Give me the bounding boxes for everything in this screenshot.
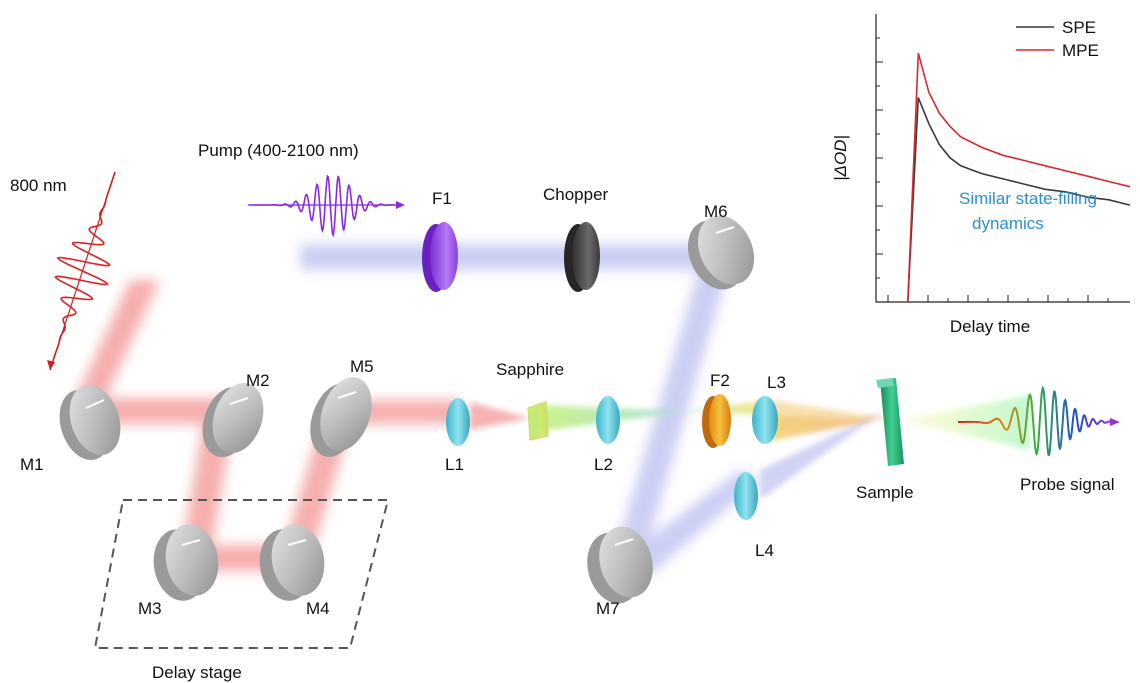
label-M4: M4	[306, 599, 330, 618]
label-L2: L2	[594, 455, 613, 474]
probe-pulse-arrowhead	[1110, 418, 1120, 426]
sample-cell	[880, 378, 904, 466]
lens-L1	[446, 398, 470, 446]
chart-annotation-line-2: dynamics	[972, 214, 1044, 233]
legend-label-mpe: MPE	[1062, 41, 1099, 60]
chart-xlabel: Delay time	[950, 317, 1030, 336]
label-M3: M3	[138, 599, 162, 618]
mirror-M2	[202, 382, 264, 458]
red-pulse-arrowhead	[47, 360, 55, 370]
label-sapphire: Sapphire	[496, 360, 564, 379]
label-delay-stage: Delay stage	[152, 663, 242, 682]
label-800nm: 800 nm	[10, 176, 67, 195]
label-F1: F1	[432, 189, 452, 208]
chart-ylabel: |ΔOD|	[831, 135, 850, 181]
label-chopper: Chopper	[543, 185, 609, 204]
label-M2: M2	[246, 371, 270, 390]
label-L3: L3	[767, 373, 786, 392]
probe-pulse-icon	[958, 385, 1116, 457]
red-beam-input	[70, 280, 160, 410]
chart-series-spe	[907, 97, 1131, 303]
label-L1: L1	[445, 455, 464, 474]
chart-series-mpe	[907, 52, 1131, 303]
lens-L2	[596, 396, 620, 444]
label-M1: M1	[20, 455, 44, 474]
pump-beam-m7-l4	[620, 470, 760, 575]
mirror-M7	[587, 526, 653, 604]
legend-label-spe: SPE	[1062, 18, 1096, 37]
chart-x-ticks	[887, 295, 1109, 302]
chopper	[564, 222, 600, 292]
pump-beam-horizontal	[300, 244, 740, 270]
label-L4: L4	[755, 541, 774, 560]
pump-pulse-icon	[250, 174, 400, 238]
label-sample: Sample	[856, 483, 914, 502]
label-F2: F2	[710, 371, 730, 390]
delay-stage-box	[93, 499, 390, 649]
label-probe-signal: Probe signal	[1020, 475, 1115, 494]
chart-series	[907, 52, 1131, 303]
chart-annotation-line-1: Similar state-filling	[959, 189, 1097, 208]
label-M6: M6	[704, 202, 728, 221]
inset-chart: Delay time |ΔOD| SPE MPE Similar state-f…	[831, 14, 1131, 336]
mirror-M4	[259, 524, 325, 601]
mirror-M5	[310, 377, 372, 457]
label-M5: M5	[350, 357, 374, 376]
lens-L3	[752, 396, 778, 444]
red-pulse-axis	[49, 171, 116, 371]
label-M7: M7	[596, 599, 620, 618]
chart-y-ticks	[876, 37, 883, 303]
filter-F2	[702, 394, 731, 448]
pump-beam-m6-m7	[610, 265, 730, 570]
lens-L4	[734, 472, 758, 520]
pump-pulse-arrowhead	[396, 201, 405, 209]
chart-legend: SPE MPE	[1016, 18, 1099, 60]
label-pump: Pump (400-2100 nm)	[198, 141, 359, 160]
red-beam-focus	[470, 402, 530, 430]
mirror-M1	[59, 384, 121, 461]
filter-F1	[422, 222, 458, 292]
mirror-M6	[687, 215, 755, 290]
mirror-M3	[153, 524, 219, 601]
pump-beam-to-sample	[760, 410, 885, 500]
